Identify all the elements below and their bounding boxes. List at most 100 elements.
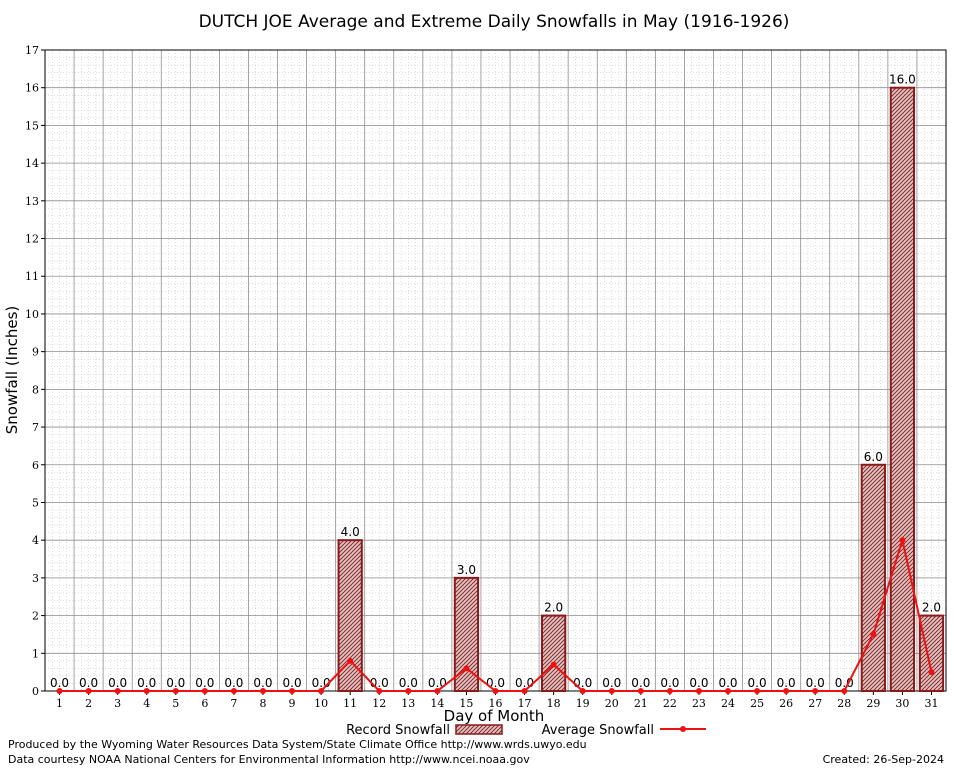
bar-value-label: 0.0 (137, 676, 156, 690)
average-point (695, 688, 702, 694)
average-point (172, 688, 179, 694)
x-tick-label: 13 (401, 697, 415, 710)
legend-label-average: Average Snowfall (542, 723, 654, 738)
average-point (666, 688, 673, 694)
footer-created: Created: 26-Sep-2024 (823, 753, 944, 766)
average-point (434, 688, 441, 694)
x-tick-label: 20 (605, 697, 619, 710)
y-tick-label: 13 (25, 195, 39, 208)
x-tick-label: 3 (114, 697, 121, 710)
bar-value-label: 0.0 (79, 676, 98, 690)
average-point (56, 688, 63, 694)
record-bar (918, 614, 945, 693)
record-bar (860, 463, 886, 692)
y-tick-label: 1 (32, 647, 39, 660)
average-point (463, 665, 470, 672)
record-bar (541, 614, 567, 693)
bar-value-label: 0.0 (660, 676, 679, 690)
bar-value-label: 0.0 (602, 676, 621, 690)
bar-value-label: 0.0 (631, 676, 650, 690)
bar-value-label: 0.0 (486, 676, 505, 690)
y-tick-label: 6 (32, 459, 39, 472)
bar-value-label: 0.0 (195, 676, 214, 690)
x-tick-label: 26 (779, 697, 793, 710)
x-tick-label: 31 (924, 697, 938, 710)
x-tick-label: 19 (576, 697, 590, 710)
average-point (347, 657, 354, 664)
x-tick-label: 1 (56, 697, 63, 710)
average-point (899, 537, 906, 544)
bar-value-label: 0.0 (108, 676, 127, 690)
y-tick-label: 10 (25, 308, 39, 321)
x-tick-label: 25 (750, 697, 764, 710)
y-tick-label: 16 (25, 82, 39, 95)
bar-value-label: 0.0 (283, 676, 302, 690)
y-tick-label: 3 (32, 572, 39, 585)
bar-value-label: 0.0 (689, 676, 708, 690)
average-point (405, 688, 412, 694)
average-point (928, 669, 935, 676)
average-point (85, 688, 92, 694)
bar-value-label: 0.0 (253, 676, 272, 690)
average-point (259, 688, 266, 694)
footer-produced-by: Produced by the Wyoming Water Resources … (8, 738, 587, 751)
x-tick-label: 24 (721, 697, 735, 710)
bar-value-label: 0.0 (399, 676, 418, 690)
average-point (783, 688, 790, 694)
bar-value-label: 2.0 (922, 601, 941, 615)
footer-data-courtesy: Data courtesy NOAA National Centers for … (8, 753, 530, 766)
y-tick-label: 9 (32, 346, 39, 359)
average-point (812, 688, 819, 694)
x-tick-label: 23 (692, 697, 706, 710)
y-tick-label: 17 (25, 44, 39, 57)
x-tick-label: 22 (663, 697, 677, 710)
y-tick-label: 12 (25, 233, 39, 246)
x-tick-label: 11 (343, 697, 357, 710)
average-point (492, 688, 499, 694)
x-tick-label: 9 (289, 697, 296, 710)
x-tick-label: 16 (489, 697, 503, 710)
average-point (754, 688, 761, 694)
average-point (608, 688, 615, 694)
x-tick-label: 10 (314, 697, 328, 710)
x-tick-label: 5 (172, 697, 179, 710)
y-tick-label: 0 (32, 685, 39, 698)
bar-value-label: 0.0 (50, 676, 69, 690)
x-tick-label: 21 (634, 697, 648, 710)
record-bar (337, 539, 363, 692)
record-bar (889, 86, 916, 693)
bar-value-label: 0.0 (428, 676, 447, 690)
average-point (550, 661, 557, 668)
bar-value-label: 0.0 (718, 676, 737, 690)
average-point (114, 688, 121, 694)
legend-swatch-record (455, 724, 503, 735)
bar-value-label: 0.0 (806, 676, 825, 690)
y-tick-label: 14 (25, 157, 39, 170)
bar-value-label: 0.0 (748, 676, 767, 690)
x-tick-label: 30 (895, 697, 909, 710)
y-tick-label: 2 (32, 610, 39, 623)
legend-marker-average (680, 726, 686, 732)
y-tick-label: 5 (32, 496, 39, 509)
y-tick-label: 4 (32, 534, 39, 547)
average-point (201, 688, 208, 694)
record-bars (337, 86, 945, 693)
grid (45, 49, 946, 692)
average-point (579, 688, 586, 694)
legend: Record Snowfall Average Snowfall (346, 723, 706, 738)
average-point (376, 688, 383, 694)
y-axis-label: Snowfall (Inches) (3, 306, 21, 434)
y-tick-label: 8 (32, 383, 39, 396)
average-point (143, 688, 150, 694)
bar-value-label: 4.0 (341, 525, 360, 539)
record-bar (453, 576, 480, 692)
x-tick-label: 14 (430, 697, 444, 710)
x-tick-label: 12 (372, 697, 386, 710)
bar-value-label: 0.0 (166, 676, 185, 690)
x-tick-label: 18 (547, 697, 561, 710)
y-tick-label: 15 (25, 119, 39, 132)
x-tick-label: 17 (518, 697, 532, 710)
average-point (841, 688, 848, 694)
bar-value-label: 0.0 (835, 676, 854, 690)
